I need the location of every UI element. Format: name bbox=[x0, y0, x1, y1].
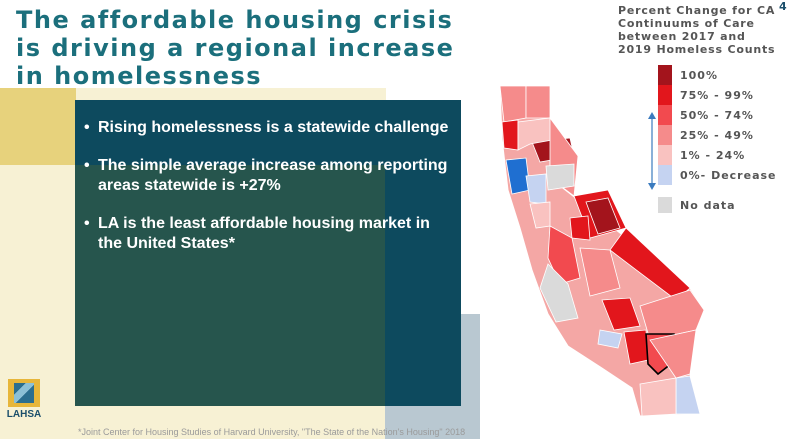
legend-swatch bbox=[658, 165, 672, 185]
bullet-text: The simple average increase among report… bbox=[98, 157, 448, 194]
california-choropleth-map bbox=[499, 85, 705, 417]
legend-swatch bbox=[658, 145, 672, 165]
legend-item: 1% - 24% bbox=[658, 145, 777, 165]
legend-label: No data bbox=[680, 198, 736, 212]
legend-item: 50% - 74% bbox=[658, 105, 777, 125]
region-mid bbox=[525, 85, 551, 119]
footnote: *Joint Center for Housing Studies of Har… bbox=[78, 427, 466, 437]
legend-label: 75% - 99% bbox=[680, 88, 754, 102]
legend-swatch bbox=[658, 65, 672, 85]
region-mid bbox=[547, 225, 581, 285]
region-mid bbox=[499, 85, 527, 123]
double-arrow-icon bbox=[648, 112, 656, 190]
bullet-item: • Rising homelessness is a statewide chal… bbox=[84, 119, 449, 136]
lahsa-logo: LAHSA bbox=[6, 379, 42, 427]
legend: 100% 75% - 99% 50% - 74% 25% - 49% 1% - … bbox=[658, 65, 777, 215]
legend-label: 1% - 24% bbox=[680, 148, 746, 162]
house-logo-icon bbox=[8, 379, 40, 407]
legend-item: 75% - 99% bbox=[658, 85, 777, 105]
legend-title: Percent Change for CA Continuums of Care… bbox=[618, 4, 776, 56]
legend-item-no-data: No data bbox=[658, 195, 777, 215]
legend-item: 100% bbox=[658, 65, 777, 85]
legend-swatch bbox=[658, 85, 672, 105]
region-low bbox=[649, 329, 697, 379]
legend-label: 50% - 74% bbox=[680, 108, 754, 122]
bullet-text: Rising homelessness is a statewide chall… bbox=[98, 119, 449, 136]
bullet-item: • LA is the least affordable housing mark… bbox=[84, 215, 430, 252]
bullet-text: LA is the least affordable housing marke… bbox=[98, 215, 430, 252]
legend-label: 0%- Decrease bbox=[680, 168, 777, 182]
region-nodata bbox=[545, 163, 575, 191]
region-high bbox=[569, 215, 591, 241]
region-low bbox=[517, 117, 553, 151]
logo-text: LAHSA bbox=[6, 409, 42, 420]
region-nodata bbox=[539, 263, 579, 323]
legend-label: 100% bbox=[680, 68, 718, 82]
region-decrease bbox=[597, 329, 623, 349]
legend-item: 25% - 49% bbox=[658, 125, 777, 145]
decor-yellow-block bbox=[0, 88, 76, 165]
slide-title: The affordable housing crisis is driving… bbox=[16, 6, 455, 90]
legend-swatch bbox=[658, 125, 672, 145]
legend-label: 25% - 49% bbox=[680, 128, 754, 142]
region-high bbox=[601, 297, 641, 331]
region-low bbox=[639, 377, 677, 417]
legend-swatch bbox=[658, 105, 672, 125]
legend-item: 0%- Decrease bbox=[658, 165, 777, 185]
region-mid bbox=[579, 247, 621, 297]
bullet-list: • Rising homelessness is a statewide chal… bbox=[84, 118, 454, 272]
legend-swatch bbox=[658, 197, 672, 213]
region-decrease bbox=[675, 375, 701, 415]
decor-green-block bbox=[75, 165, 385, 406]
region-top bbox=[585, 197, 621, 235]
region-high bbox=[501, 119, 519, 151]
bullet-item: • The simple average increase among repor… bbox=[84, 157, 448, 194]
page-number: 4 bbox=[779, 0, 787, 13]
